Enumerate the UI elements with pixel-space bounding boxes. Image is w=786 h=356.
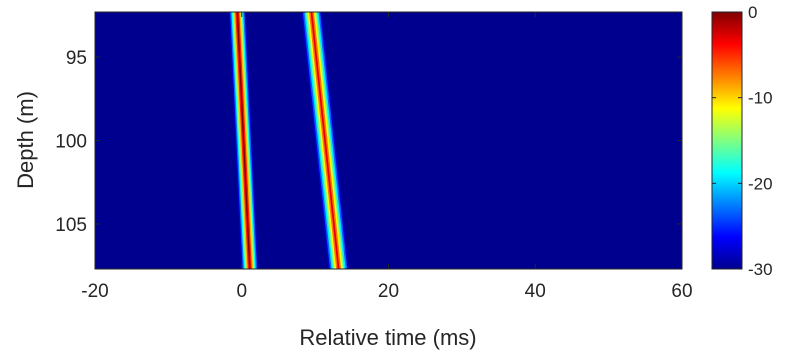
x-tick-label: 60	[671, 281, 692, 302]
colorbar-tick-label: -20	[748, 174, 773, 193]
colorbar	[711, 11, 743, 270]
colorbar-tick-label: -10	[748, 89, 773, 108]
y-axis-label: Depth (m)	[13, 91, 38, 189]
x-axis-label: Relative time (ms)	[299, 325, 476, 350]
colorbar-ticks: 0 -10 -20 -30	[712, 3, 773, 279]
x-tick-label: 40	[525, 281, 546, 302]
axes: -20 0 20 40 60 95 100 105	[55, 12, 693, 302]
y-tick-label: 105	[55, 215, 87, 236]
x-tick-label: 20	[378, 281, 399, 302]
arrival-2-band-7	[310, 12, 340, 269]
colorbar-tick-label: -30	[748, 260, 773, 279]
plot-area	[95, 12, 682, 269]
arrivals-layer	[228, 12, 349, 269]
x-tick-label: 0	[236, 281, 247, 302]
y-tick-label: 95	[66, 48, 87, 69]
y-tick-label: 100	[55, 132, 87, 153]
x-tick-label: -20	[81, 281, 108, 302]
colorbar-tick-label: 0	[748, 3, 757, 22]
arrival-1-band-7	[236, 12, 251, 269]
